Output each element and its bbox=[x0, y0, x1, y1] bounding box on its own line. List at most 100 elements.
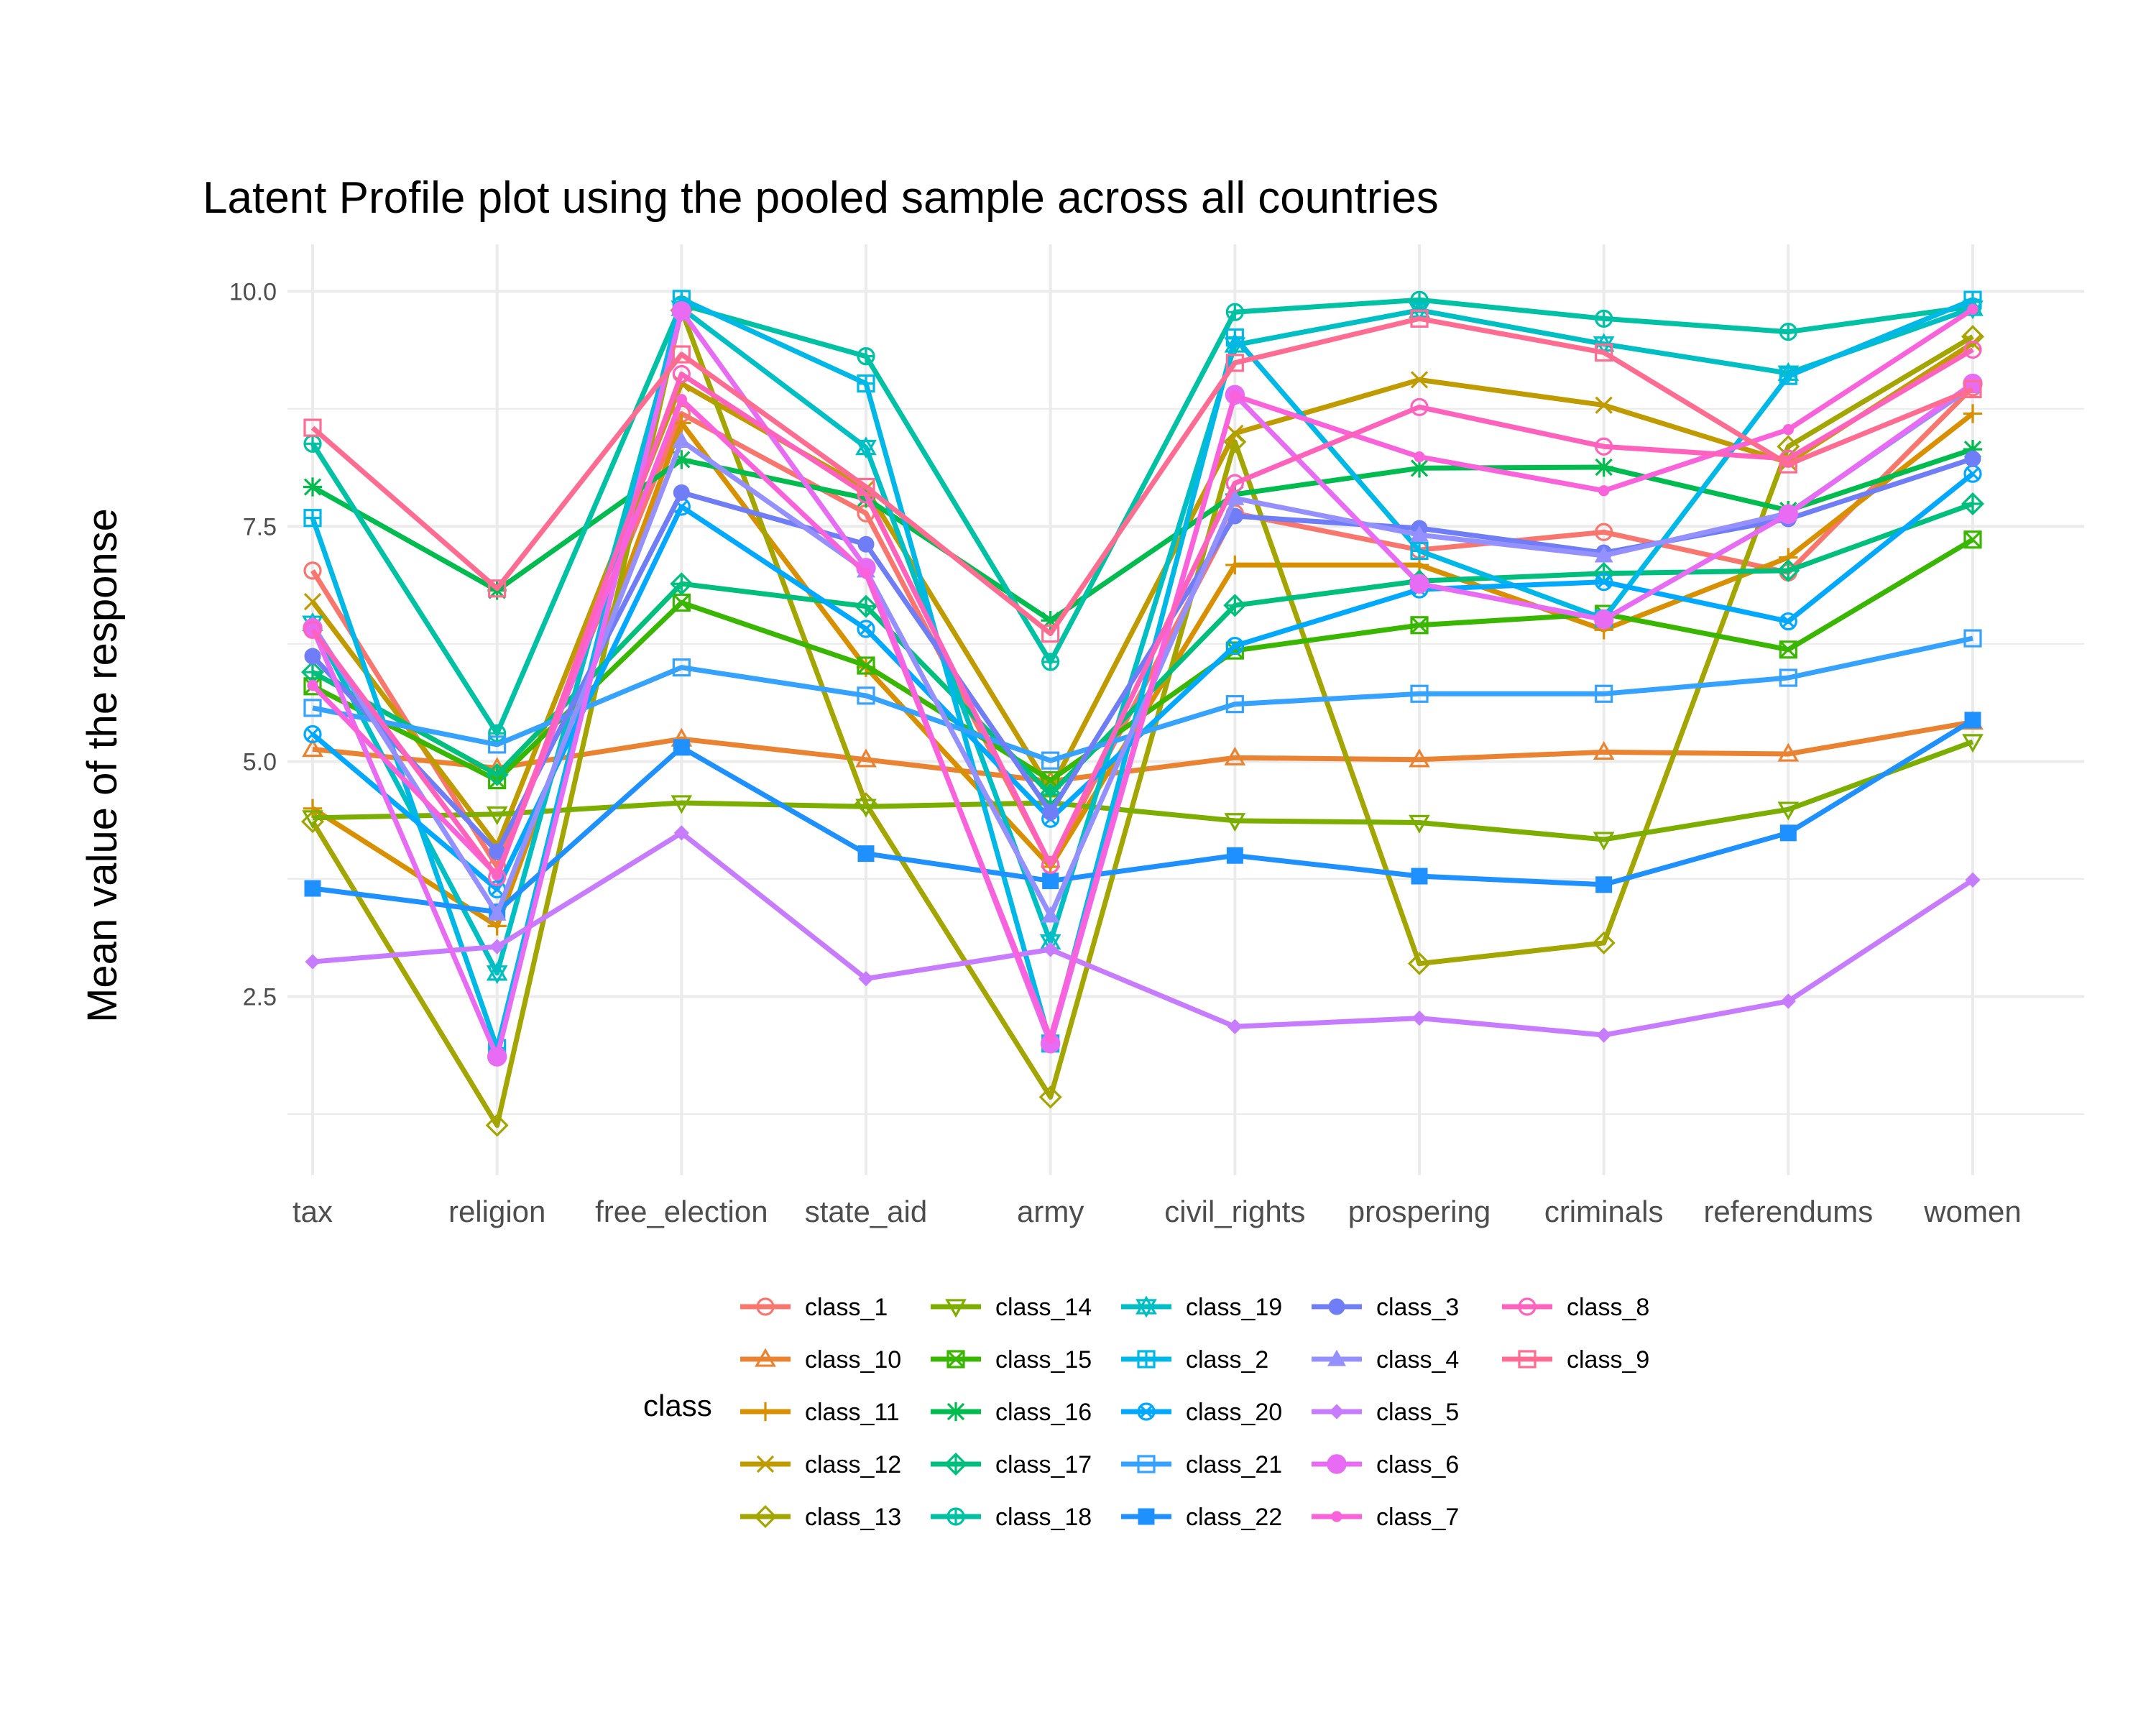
point-marker bbox=[1592, 931, 1616, 954]
point-marker bbox=[1410, 371, 1429, 389]
series-line bbox=[310, 297, 1973, 736]
legend-label: class_14 bbox=[995, 1294, 1092, 1321]
legend-label: class_6 bbox=[1376, 1451, 1459, 1478]
series-line bbox=[312, 739, 1974, 842]
legend-label: class_20 bbox=[1186, 1399, 1282, 1426]
point-marker bbox=[1965, 872, 1981, 888]
point-marker bbox=[857, 374, 875, 393]
point-marker bbox=[1782, 424, 1794, 436]
point-marker bbox=[1963, 373, 1983, 394]
point-marker bbox=[303, 724, 322, 744]
point-marker bbox=[672, 658, 691, 677]
point-marker bbox=[673, 739, 690, 756]
legend-item-class_19: class_19 bbox=[1121, 1294, 1282, 1321]
legend-label: class_10 bbox=[805, 1346, 901, 1374]
y-tick-label: 10.0 bbox=[229, 278, 277, 305]
point-marker bbox=[303, 434, 322, 453]
y-axis-label: Mean value of the response bbox=[79, 508, 126, 1023]
point-marker bbox=[673, 825, 689, 841]
point-marker bbox=[1780, 993, 1796, 1009]
point-marker bbox=[1595, 684, 1613, 703]
series-class_22 bbox=[304, 712, 1981, 921]
point-marker bbox=[1963, 380, 1982, 399]
point-marker bbox=[303, 620, 322, 639]
y-axis-ticks: 2.5 5.0 7.5 10.0 bbox=[229, 278, 277, 1011]
legend-label: class_12 bbox=[805, 1451, 901, 1478]
point-marker bbox=[1409, 814, 1430, 834]
point-marker bbox=[1137, 1350, 1156, 1368]
point-marker bbox=[1041, 624, 1060, 643]
legend-label: class_3 bbox=[1376, 1294, 1459, 1321]
point-marker bbox=[1595, 309, 1613, 328]
point-marker bbox=[1041, 653, 1060, 671]
legend-label: class_16 bbox=[995, 1399, 1092, 1426]
point-marker bbox=[857, 347, 875, 366]
legend-title: class bbox=[643, 1389, 712, 1422]
point-marker bbox=[1777, 801, 1800, 821]
point-marker bbox=[303, 561, 322, 580]
point-marker bbox=[855, 799, 877, 818]
point-marker bbox=[1777, 742, 1800, 762]
point-marker bbox=[307, 679, 318, 691]
point-marker bbox=[1411, 1010, 1427, 1026]
legend-label: class_15 bbox=[995, 1346, 1092, 1374]
series-line bbox=[312, 830, 1974, 1038]
point-marker bbox=[670, 572, 694, 596]
point-marker bbox=[1961, 492, 1985, 516]
point-marker bbox=[858, 971, 874, 987]
point-marker bbox=[488, 724, 507, 742]
series-class_7 bbox=[307, 303, 1978, 1044]
x-axis-ticks: tax religion free_election state_aid army civ… bbox=[292, 1195, 2022, 1228]
x-tick-label: army bbox=[1017, 1195, 1084, 1228]
legend-item-class_20: class_20 bbox=[1121, 1399, 1282, 1426]
legend-item-class_7: class_7 bbox=[1312, 1504, 1459, 1531]
legend-item-class_16: class_16 bbox=[931, 1399, 1092, 1426]
y-tick-label: 2.5 bbox=[243, 983, 277, 1011]
point-marker bbox=[857, 535, 875, 553]
legend-item-class_13: class_13 bbox=[740, 1504, 901, 1531]
point-marker bbox=[854, 594, 878, 618]
point-marker bbox=[1598, 485, 1610, 497]
point-marker bbox=[1518, 1350, 1537, 1368]
point-marker bbox=[304, 880, 321, 897]
point-marker bbox=[1137, 1455, 1156, 1473]
point-marker bbox=[753, 1504, 778, 1529]
point-marker bbox=[1329, 1404, 1345, 1420]
legend: class class_1class_10class_11class_12cla… bbox=[643, 1294, 1649, 1531]
point-marker bbox=[1225, 354, 1244, 372]
legend-item-class_11: class_11 bbox=[740, 1399, 900, 1426]
point-marker bbox=[1135, 1295, 1157, 1318]
legend-item-class_1: class_1 bbox=[740, 1294, 888, 1321]
point-marker bbox=[485, 763, 509, 786]
x-tick-label: women bbox=[1923, 1195, 2021, 1228]
point-marker bbox=[1224, 813, 1246, 832]
series-line bbox=[312, 635, 1973, 763]
point-marker bbox=[1041, 751, 1060, 770]
y-tick-label: 5.0 bbox=[243, 748, 277, 776]
point-marker bbox=[304, 648, 321, 665]
point-marker bbox=[1595, 523, 1613, 541]
point-marker bbox=[1963, 530, 1982, 549]
point-marker bbox=[1595, 343, 1613, 362]
legend-label: class_18 bbox=[995, 1504, 1092, 1531]
point-marker bbox=[1410, 684, 1429, 703]
series-layer bbox=[300, 290, 1985, 1137]
point-marker bbox=[944, 1452, 968, 1476]
legend-item-class_4: class_4 bbox=[1312, 1346, 1459, 1374]
point-marker bbox=[1779, 668, 1797, 687]
point-marker bbox=[857, 620, 875, 638]
point-marker bbox=[1138, 1508, 1155, 1525]
series-line bbox=[312, 717, 1974, 915]
point-marker bbox=[1594, 546, 1613, 563]
point-marker bbox=[303, 418, 322, 437]
point-marker bbox=[1223, 430, 1247, 454]
point-marker bbox=[1779, 455, 1797, 474]
x-tick-label: religion bbox=[448, 1195, 545, 1228]
x-tick-label: state_aid bbox=[805, 1195, 927, 1228]
chart-title: Latent Profile plot using the pooled sam… bbox=[203, 173, 1439, 223]
point-marker bbox=[1594, 457, 1613, 477]
point-marker bbox=[676, 394, 687, 405]
legend-item-class_2: class_2 bbox=[1121, 1346, 1268, 1374]
point-marker bbox=[1593, 610, 1614, 630]
point-marker bbox=[755, 1348, 776, 1367]
